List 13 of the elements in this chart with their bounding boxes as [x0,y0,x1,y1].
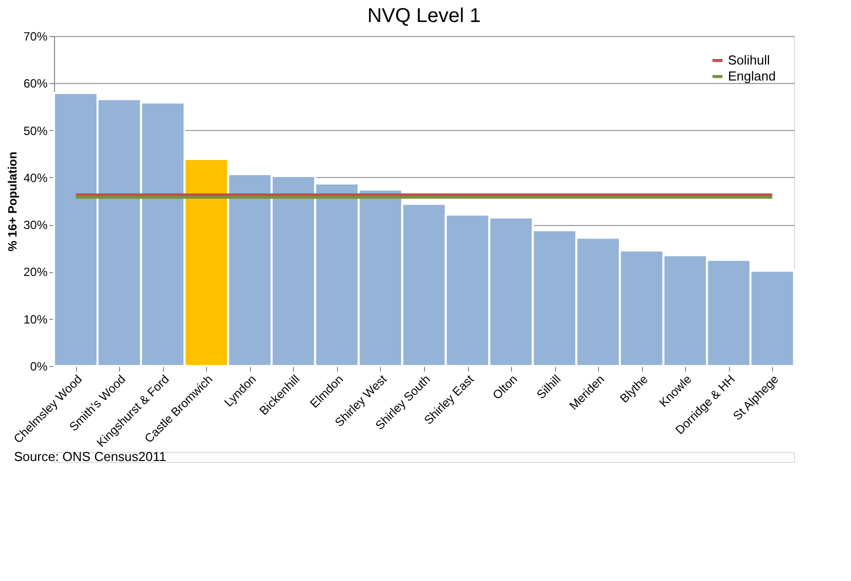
y-tick-label: 50% [23,124,48,138]
y-tick-label: 20% [23,265,48,280]
y-tick-label: 0% [30,360,48,374]
source-note: Source: ONS Census2011 [14,449,166,464]
y-tick-label: 70% [23,30,48,44]
chart-title: NVQ Level 1 [367,5,481,27]
legend-label: England [728,68,776,84]
y-axis-title: % 16+ Population [5,152,20,252]
y-tick-label: 60% [23,76,48,91]
y-tick-label: 40% [23,170,48,185]
legend-label: Solihull [728,52,770,68]
y-tick-label: 10% [23,312,48,326]
y-tick-label: 30% [23,218,48,232]
